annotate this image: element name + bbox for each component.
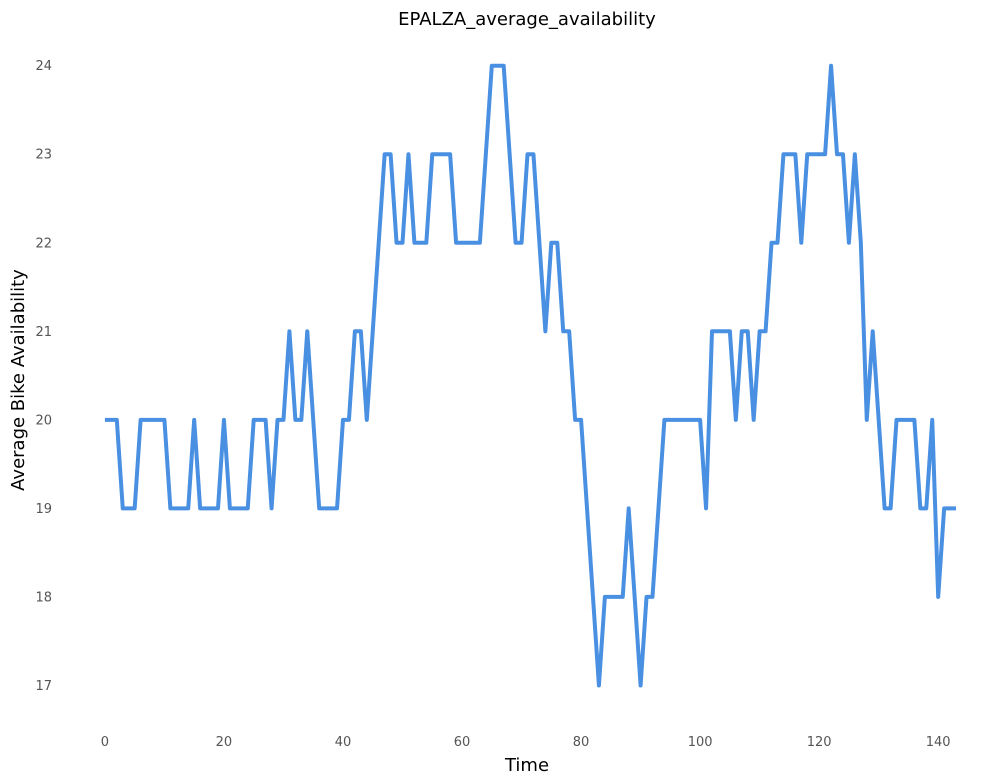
y-tick-label: 17 xyxy=(35,679,52,694)
chart-title: EPALZA_average_availability xyxy=(398,9,656,30)
plot-area xyxy=(104,63,957,688)
x-tick-label: 40 xyxy=(335,735,352,750)
y-tick-label: 19 xyxy=(35,502,52,517)
x-tick-label: 20 xyxy=(216,735,233,750)
y-tick-label: 20 xyxy=(35,413,52,428)
x-tick-label: 0 xyxy=(101,735,109,750)
y-tick-label: 23 xyxy=(35,148,52,163)
y-tick-label: 18 xyxy=(35,590,52,605)
y-tick-label: 22 xyxy=(35,236,52,251)
y-axis-ticks: 17 18 19 20 21 22 23 24 xyxy=(35,59,52,694)
x-axis-ticks: 0 20 40 60 80 100 120 140 xyxy=(101,735,951,750)
y-tick-label: 24 xyxy=(35,59,52,74)
series-line xyxy=(104,63,957,688)
x-tick-label: 80 xyxy=(573,735,590,750)
x-tick-label: 120 xyxy=(807,735,832,750)
x-tick-label: 60 xyxy=(454,735,471,750)
y-tick-label: 21 xyxy=(35,325,52,340)
x-axis-label: Time xyxy=(504,755,549,776)
y-axis-label: Average Bike Availability xyxy=(8,269,29,491)
x-tick-label: 140 xyxy=(926,735,951,750)
x-tick-label: 100 xyxy=(688,735,713,750)
